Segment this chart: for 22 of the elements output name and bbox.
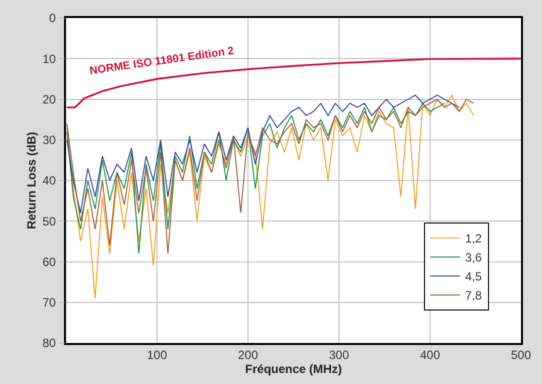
y-tick-label: 20 [42, 92, 56, 106]
legend-label: 3,6 [465, 250, 482, 265]
annotation: NORME ISO 11801 Edition 2 [88, 45, 235, 78]
legend-label: 7,8 [465, 288, 482, 303]
y-tick-label: 50 [42, 214, 56, 228]
x-tick-label: 100 [146, 348, 168, 362]
x-axis-title: Fréquence (MHz) [245, 362, 342, 376]
y-tick-label: 40 [42, 174, 56, 188]
y-tick-label: 60 [42, 254, 56, 269]
y-axis-title: Return Loss (dB) [24, 132, 38, 230]
x-tick-label: 300 [328, 348, 350, 362]
y-tick-label: 30 [42, 133, 56, 148]
y-tick-label: 80 [42, 336, 56, 350]
x-tick-label: 500 [510, 348, 532, 362]
y-tick-label: 0 [49, 11, 56, 26]
line-series [66, 94, 460, 214]
legend-label: 4,5 [465, 270, 482, 284]
legend-label: 1,2 [465, 232, 482, 246]
y-tick-label: 10 [42, 52, 56, 66]
y-tick-label: 70 [42, 296, 56, 310]
x-tick-label: 400 [420, 348, 440, 362]
x-tick-label: 200 [238, 348, 258, 362]
